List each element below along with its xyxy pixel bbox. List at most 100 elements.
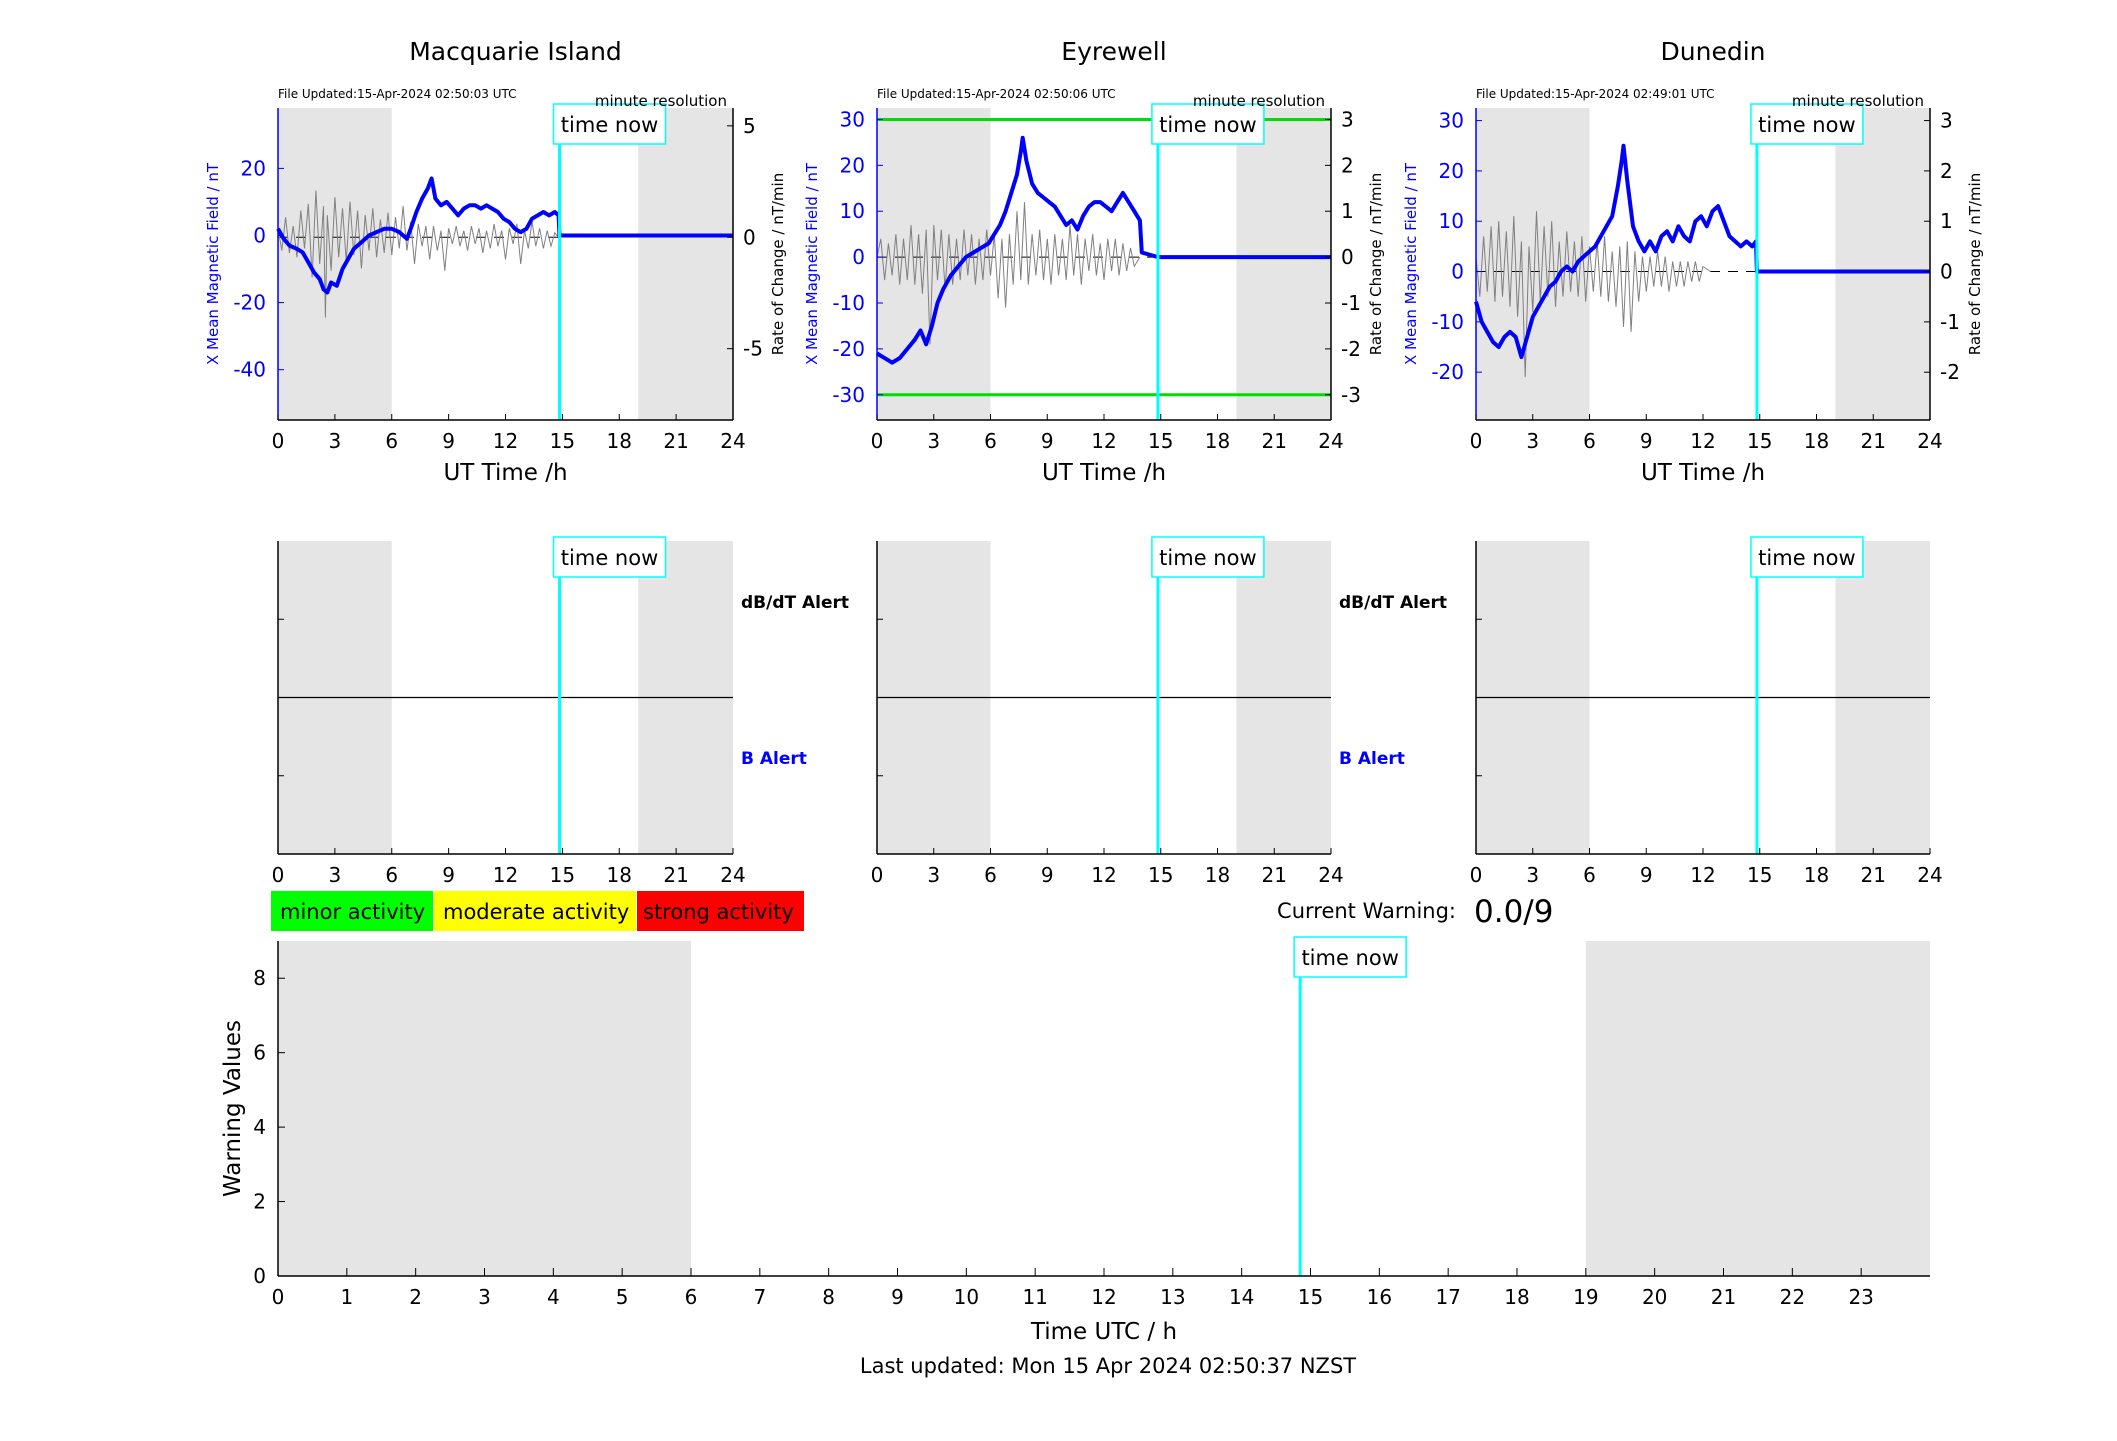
legend-minor-swatch bbox=[271, 891, 433, 931]
x-tick-label: 0 bbox=[871, 429, 884, 453]
x-tick-label: 24 bbox=[1318, 429, 1343, 453]
x-tick-label: 9 bbox=[1041, 863, 1054, 887]
y2-tick-label: 5 bbox=[743, 114, 756, 138]
x-tick-label: 15 bbox=[1148, 863, 1173, 887]
time-now-label: time now bbox=[1159, 546, 1256, 570]
file-updated-label: File Updated:15-Apr-2024 02:50:03 UTC bbox=[278, 87, 517, 101]
legend-moderate-swatch bbox=[434, 891, 636, 931]
x-tick-label: 12 bbox=[1091, 863, 1116, 887]
x-axis-label: UT Time /h bbox=[1641, 460, 1765, 486]
resolution-label: minute resolution bbox=[595, 92, 727, 110]
chart-title: Dunedin bbox=[1661, 37, 1766, 66]
y2-axis-label: Rate of Change / nT/min bbox=[769, 173, 787, 355]
x-tick-label: 6 bbox=[385, 863, 398, 887]
y-axis-label: X Mean Magnetic Field / nT bbox=[803, 162, 821, 365]
y-tick-label: 6 bbox=[253, 1041, 266, 1065]
x-tick-label: 15 bbox=[550, 863, 575, 887]
y2-tick-label: -1 bbox=[1940, 310, 1960, 334]
magnetic-field-series bbox=[1474, 143, 1930, 360]
x-tick-label: 6 bbox=[1583, 863, 1596, 887]
x-tick-label: 11 bbox=[1022, 1285, 1047, 1309]
x-tick-label: 3 bbox=[329, 429, 342, 453]
y-tick-label: 20 bbox=[840, 153, 865, 177]
x-tick-label: 21 bbox=[1861, 863, 1886, 887]
chart-title: Eyrewell bbox=[1061, 37, 1166, 66]
legend-strong-swatch bbox=[637, 891, 804, 931]
y2-tick-label: -2 bbox=[1341, 337, 1361, 361]
x-tick-label: 13 bbox=[1160, 1285, 1185, 1309]
y2-tick-label: 0 bbox=[743, 225, 756, 249]
x-tick-label: 6 bbox=[1583, 429, 1596, 453]
x-tick-label: 17 bbox=[1435, 1285, 1460, 1309]
y2-tick-label: 1 bbox=[1341, 199, 1354, 223]
x-tick-label: 8 bbox=[822, 1285, 835, 1309]
y-tick-label: 10 bbox=[840, 199, 865, 223]
x-tick-label: 4 bbox=[547, 1285, 560, 1309]
x-tick-label: 2 bbox=[409, 1285, 422, 1309]
night-band bbox=[638, 108, 733, 420]
x-tick-label: 18 bbox=[607, 429, 632, 453]
activity-legend: minor activity moderate activity strong … bbox=[271, 891, 804, 931]
last-updated: Last updated: Mon 15 Apr 2024 02:50:37 N… bbox=[860, 1354, 1356, 1378]
x-tick-label: 18 bbox=[1804, 863, 1829, 887]
time-now-label: time now bbox=[1301, 946, 1398, 970]
x-tick-label: 0 bbox=[272, 429, 285, 453]
time-now-label: time now bbox=[561, 546, 658, 570]
b-alert-label: B Alert bbox=[741, 749, 807, 769]
x-tick-label: 15 bbox=[1298, 1285, 1323, 1309]
x-tick-label: 22 bbox=[1780, 1285, 1805, 1309]
x-tick-label: 24 bbox=[720, 863, 745, 887]
time-now-box bbox=[552, 536, 667, 578]
y2-axis-label: Rate of Change / nT/min bbox=[1966, 173, 1984, 355]
y-axis-label: Warning Values bbox=[220, 1020, 246, 1197]
x-tick-label: 15 bbox=[1747, 863, 1772, 887]
y-tick-label: -10 bbox=[832, 291, 865, 315]
magnetic-field-series bbox=[276, 176, 733, 295]
x-tick-label: 0 bbox=[871, 863, 884, 887]
x-tick-label: 16 bbox=[1367, 1285, 1392, 1309]
night-band bbox=[278, 941, 691, 1276]
y2-tick-label: 3 bbox=[1940, 109, 1953, 133]
time-now-box bbox=[1750, 103, 1864, 145]
y2-tick-label: -1 bbox=[1341, 291, 1361, 315]
x-tick-label: 24 bbox=[720, 429, 745, 453]
resolution-label: minute resolution bbox=[1792, 92, 1924, 110]
y-tick-label: -40 bbox=[233, 358, 266, 382]
dbdt-alert-label: dB/dT Alert bbox=[1339, 593, 1447, 613]
x-tick-label: 0 bbox=[1470, 429, 1483, 453]
y2-axis-label: Rate of Change / nT/min bbox=[1367, 173, 1385, 355]
x-tick-label: 18 bbox=[1205, 429, 1230, 453]
night-band bbox=[1585, 941, 1930, 1276]
x-tick-label: 12 bbox=[1091, 429, 1116, 453]
x-tick-label: 0 bbox=[272, 863, 285, 887]
y2-tick-label: 0 bbox=[1940, 260, 1953, 284]
y-tick-label: -20 bbox=[233, 291, 266, 315]
time-now-box bbox=[1151, 103, 1265, 145]
y2-tick-label: -5 bbox=[743, 337, 763, 361]
night-band bbox=[278, 108, 392, 420]
x-tick-label: 0 bbox=[1470, 863, 1483, 887]
x-tick-label: 15 bbox=[1148, 429, 1173, 453]
y-tick-label: 10 bbox=[1439, 209, 1464, 233]
x-tick-label: 3 bbox=[478, 1285, 491, 1309]
alert-chart-3: time now 0 3 6 9 12 15 18 21 24 bbox=[1470, 536, 1943, 887]
x-tick-label: 3 bbox=[927, 863, 940, 887]
x-tick-label: 12 bbox=[1091, 1285, 1116, 1309]
x-tick-label: 24 bbox=[1917, 429, 1942, 453]
x-tick-label: 12 bbox=[1690, 863, 1715, 887]
night-band bbox=[1476, 108, 1590, 420]
x-tick-label: 18 bbox=[1205, 863, 1230, 887]
x-tick-label: 21 bbox=[1262, 429, 1287, 453]
y2-tick-label: 2 bbox=[1341, 153, 1354, 177]
x-axis-label: UT Time /h bbox=[443, 460, 567, 486]
y-tick-label: 0 bbox=[1451, 260, 1464, 284]
alert-chart-1: time now 0 3 6 9 12 15 18 21 24 dB/dT Alert B Alert bbox=[272, 536, 849, 887]
night-band bbox=[1236, 108, 1331, 420]
y2-tick-label: 2 bbox=[1940, 159, 1953, 183]
y-tick-label: -20 bbox=[832, 337, 865, 361]
x-tick-label: 1 bbox=[340, 1285, 353, 1309]
dbdt-alert-label: dB/dT Alert bbox=[741, 593, 849, 613]
y-tick-label: 20 bbox=[241, 156, 266, 180]
